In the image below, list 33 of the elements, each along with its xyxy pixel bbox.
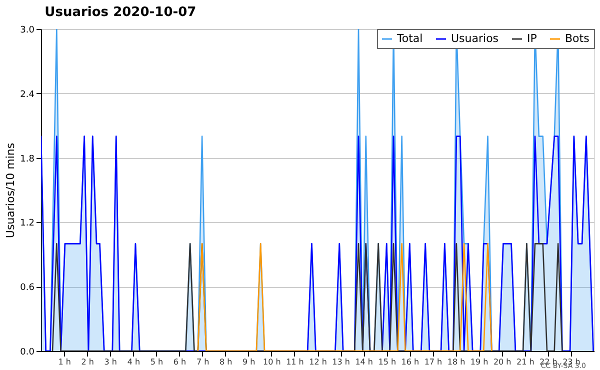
legend-label: Bots	[565, 32, 590, 45]
x-tick-label: 17 h	[424, 358, 442, 366]
y-tick-label: 1.2	[20, 218, 34, 229]
x-tick-label: 13 h	[332, 358, 350, 366]
x-tick-label: 3 h	[104, 358, 117, 366]
chart-title: Usuarios 2020-10-07	[44, 5, 196, 20]
x-tick-label: 16 h	[401, 358, 420, 366]
x-tick-label: 7 h	[196, 358, 210, 366]
x-tick-label: 18 h	[447, 358, 466, 366]
x-tick-label: 12 h	[309, 358, 327, 366]
x-tick-label: 2 h	[81, 358, 94, 366]
y-axis-title: Usuarios/10 mins	[4, 142, 18, 238]
x-tick-label: 20 h	[493, 358, 512, 366]
legend-label: Usuarios	[451, 32, 499, 45]
x-tick-label: 5 h	[150, 358, 164, 366]
x-tick-label: 14 h	[355, 358, 373, 366]
x-tick-label: 19 h	[470, 358, 488, 366]
x-tick-label: 9 h	[242, 358, 256, 366]
legend-label: IP	[527, 32, 538, 45]
y-tick-label: 2.4	[20, 90, 35, 100]
legend-label: Total	[396, 32, 423, 45]
x-tick-label: 10 h	[263, 358, 281, 366]
y-tick-label: 0.6	[20, 283, 35, 294]
x-tick-label: 8 h	[219, 358, 232, 366]
x-tick-label: 4 h	[127, 358, 140, 366]
y-tick-label: 1.8	[20, 154, 35, 164]
y-tick-label: 0.0	[20, 348, 35, 358]
x-tick-label: 6 h	[173, 358, 186, 366]
x-tick-label: 15 h	[378, 358, 396, 366]
x-tick-label: 1 h	[58, 358, 71, 366]
x-tick-label: 21 h	[516, 358, 534, 366]
y-tick-label: 3.0	[20, 26, 35, 36]
x-tick-label: 11 h	[286, 358, 304, 366]
